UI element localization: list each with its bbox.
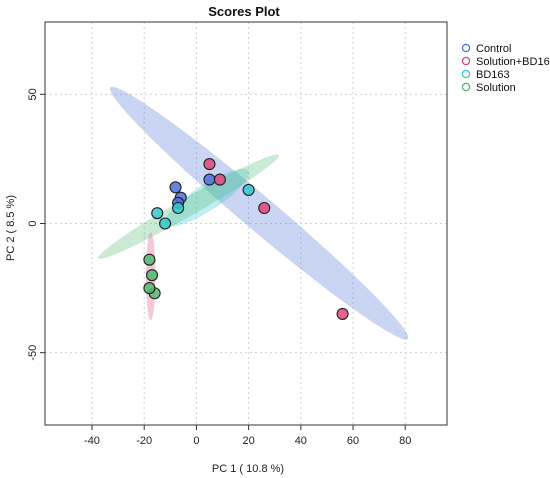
point-solution-bd16	[336, 307, 349, 320]
y-tick-label: -50	[27, 345, 39, 361]
point-control	[169, 181, 182, 194]
point-solution	[143, 253, 156, 266]
legend-marker	[461, 43, 471, 53]
ellipse-solution	[98, 154, 280, 259]
axis-ticks: -40 -20 0 20 40 60 80 50 0 -50	[27, 88, 411, 447]
point-solution	[145, 269, 159, 282]
point-bd163	[159, 217, 172, 230]
point-bd163	[172, 201, 185, 215]
x-tick-label: -40	[84, 435, 100, 447]
chart-title: Scores Plot	[208, 4, 280, 19]
y-tick-label: 0	[27, 220, 39, 226]
x-tick-label: 60	[347, 435, 359, 447]
legend-marker	[461, 56, 471, 66]
point-solution-bd16	[258, 201, 271, 215]
legend-label: Control	[476, 43, 511, 55]
legend-marker	[461, 82, 471, 92]
x-tick-label: 80	[399, 435, 411, 447]
x-tick-label: 40	[295, 435, 307, 447]
ellipse-control	[109, 86, 409, 340]
point-solution-bd16	[203, 158, 216, 171]
x-tick-label: -20	[136, 435, 152, 447]
legend-label: BD163	[476, 69, 510, 81]
y-axis-title: PC 2 ( 8.5 %)	[5, 195, 17, 261]
point-control	[203, 173, 216, 186]
data-points	[143, 158, 349, 320]
x-tick-label: 20	[242, 435, 254, 447]
x-axis-title: PC 1 ( 10.8 %)	[212, 463, 284, 475]
point-solution-bd16	[213, 173, 226, 186]
grid	[45, 22, 447, 425]
y-tick-label: 50	[27, 88, 39, 100]
x-tick-label: 0	[193, 435, 199, 447]
legend-marker	[461, 69, 471, 79]
ellipse-bd163	[164, 168, 249, 227]
point-bd163	[151, 207, 164, 220]
legend-label: Solution+BD16	[476, 56, 550, 68]
point-solution	[143, 282, 156, 295]
point-bd163	[242, 183, 255, 196]
legend-label: Solution	[476, 82, 516, 94]
